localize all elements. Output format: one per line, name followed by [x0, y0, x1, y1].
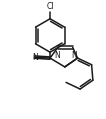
Text: N: N: [72, 51, 77, 60]
Text: Cl: Cl: [46, 2, 54, 11]
Text: N: N: [32, 53, 38, 62]
Text: N: N: [54, 51, 60, 60]
